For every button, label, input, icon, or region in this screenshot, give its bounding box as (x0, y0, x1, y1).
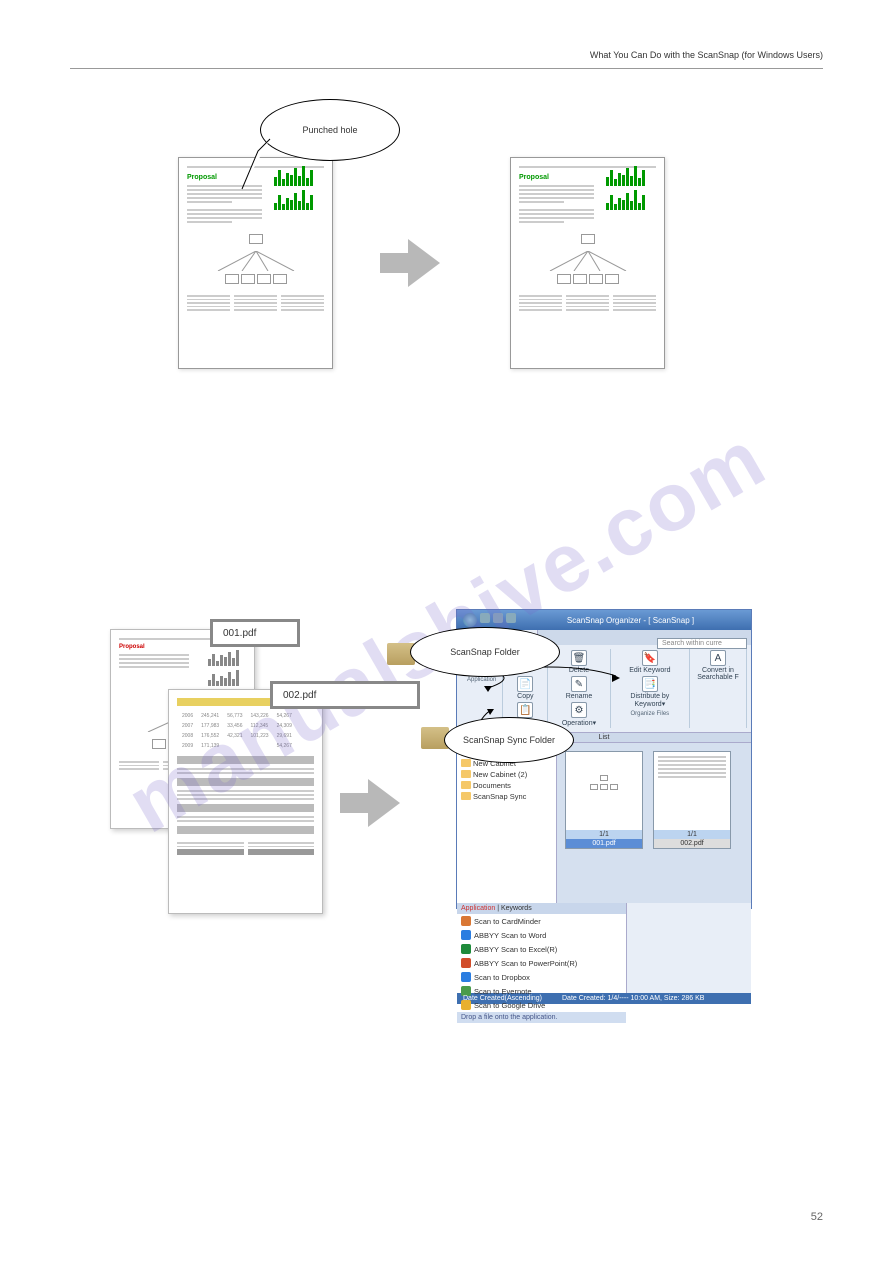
ribbon-button[interactable]: AConvert in Searchable F (697, 650, 739, 681)
ribbon-button[interactable]: 📑Distribute by Keyword▾ (618, 676, 682, 708)
doc-label-2: 002.pdf (270, 681, 420, 709)
window-title: ScanSnap Organizer - [ ScanSnap ] (567, 616, 694, 625)
ribbon-button[interactable]: 🔖Edit Keyword (629, 650, 670, 674)
qat-save-icon[interactable] (480, 613, 490, 623)
page-number: 52 (811, 1211, 823, 1223)
tree-item[interactable]: New Cabinet (2) (461, 769, 552, 780)
app-list-item[interactable]: ABBYY Scan to PowerPoint(R) (457, 956, 626, 970)
keyword-panel (627, 903, 751, 993)
doc-after: Proposal (510, 157, 665, 369)
section-organizer: Proposal 001.pdf 2006245,24156,773143,22… (70, 609, 823, 1029)
arrow-icon (380, 239, 440, 292)
page-header: What You Can Do with the ScanSnap (for W… (70, 50, 823, 60)
drop-hint: Drop a file onto the application. (457, 1012, 626, 1023)
ribbon-button[interactable]: ✎Rename (566, 676, 592, 700)
section-hole-removal: Punched hole Proposal (70, 109, 823, 419)
callout-sync-folder: ScanSnap Sync Folder (444, 717, 574, 763)
bottom-tabs: Application | Keywords (457, 903, 626, 914)
ribbon-button[interactable]: 🗑Delete (569, 650, 589, 674)
orb-button[interactable] (463, 613, 477, 627)
status-sort: Date Created(Ascending) (463, 995, 542, 1002)
thumbnail[interactable]: 1/1002.pdf (653, 751, 731, 849)
thumbnail[interactable]: 1/1001.pdf (565, 751, 643, 849)
ribbon-button[interactable]: 📄Copy (517, 676, 533, 700)
status-info: Date Created: 1/4/---- 10:00 AM, Size: 2… (562, 995, 704, 1002)
tree-item[interactable]: ScanSnap Sync (461, 791, 552, 802)
tree-item[interactable]: Documents (461, 780, 552, 791)
app-list-item[interactable]: ABBYY Scan to Word (457, 928, 626, 942)
app-list-item[interactable]: Scan to CardMinder (457, 914, 626, 928)
doc-stack-2: 2006245,24156,773143,22654,2672007177,98… (168, 689, 323, 914)
header-rule (70, 68, 823, 69)
doc-charts (274, 166, 324, 214)
callout-scansnap-folder: ScanSnap Folder (410, 627, 560, 677)
doc-before: Proposal (178, 157, 333, 369)
doc-label-1: 001.pdf (210, 619, 300, 647)
tab-keywords[interactable]: Keywords (501, 905, 532, 912)
network-diagram (187, 233, 324, 287)
qat-redo-icon[interactable] (506, 613, 516, 623)
callout-punched-hole: Punched hole (260, 99, 400, 161)
arrow-icon (340, 779, 400, 832)
thumbnail-panel: 1/1001.pdf1/1002.pdf (557, 743, 751, 903)
search-input[interactable]: Search within curre (657, 638, 747, 649)
qat-undo-icon[interactable] (493, 613, 503, 623)
app-list-item[interactable]: Scan to Dropbox (457, 970, 626, 984)
app-list-item[interactable]: ABBYY Scan to Excel(R) (457, 942, 626, 956)
mini-table: 2006245,24156,773143,22654,2672007177,98… (177, 710, 297, 752)
tab-application[interactable]: Application (461, 905, 495, 912)
application-list: Application | Keywords Scan to CardMinde… (457, 903, 627, 993)
folder-tree[interactable]: ScanSnapNew CabinetNew Cabinet (2)Docume… (457, 743, 557, 903)
